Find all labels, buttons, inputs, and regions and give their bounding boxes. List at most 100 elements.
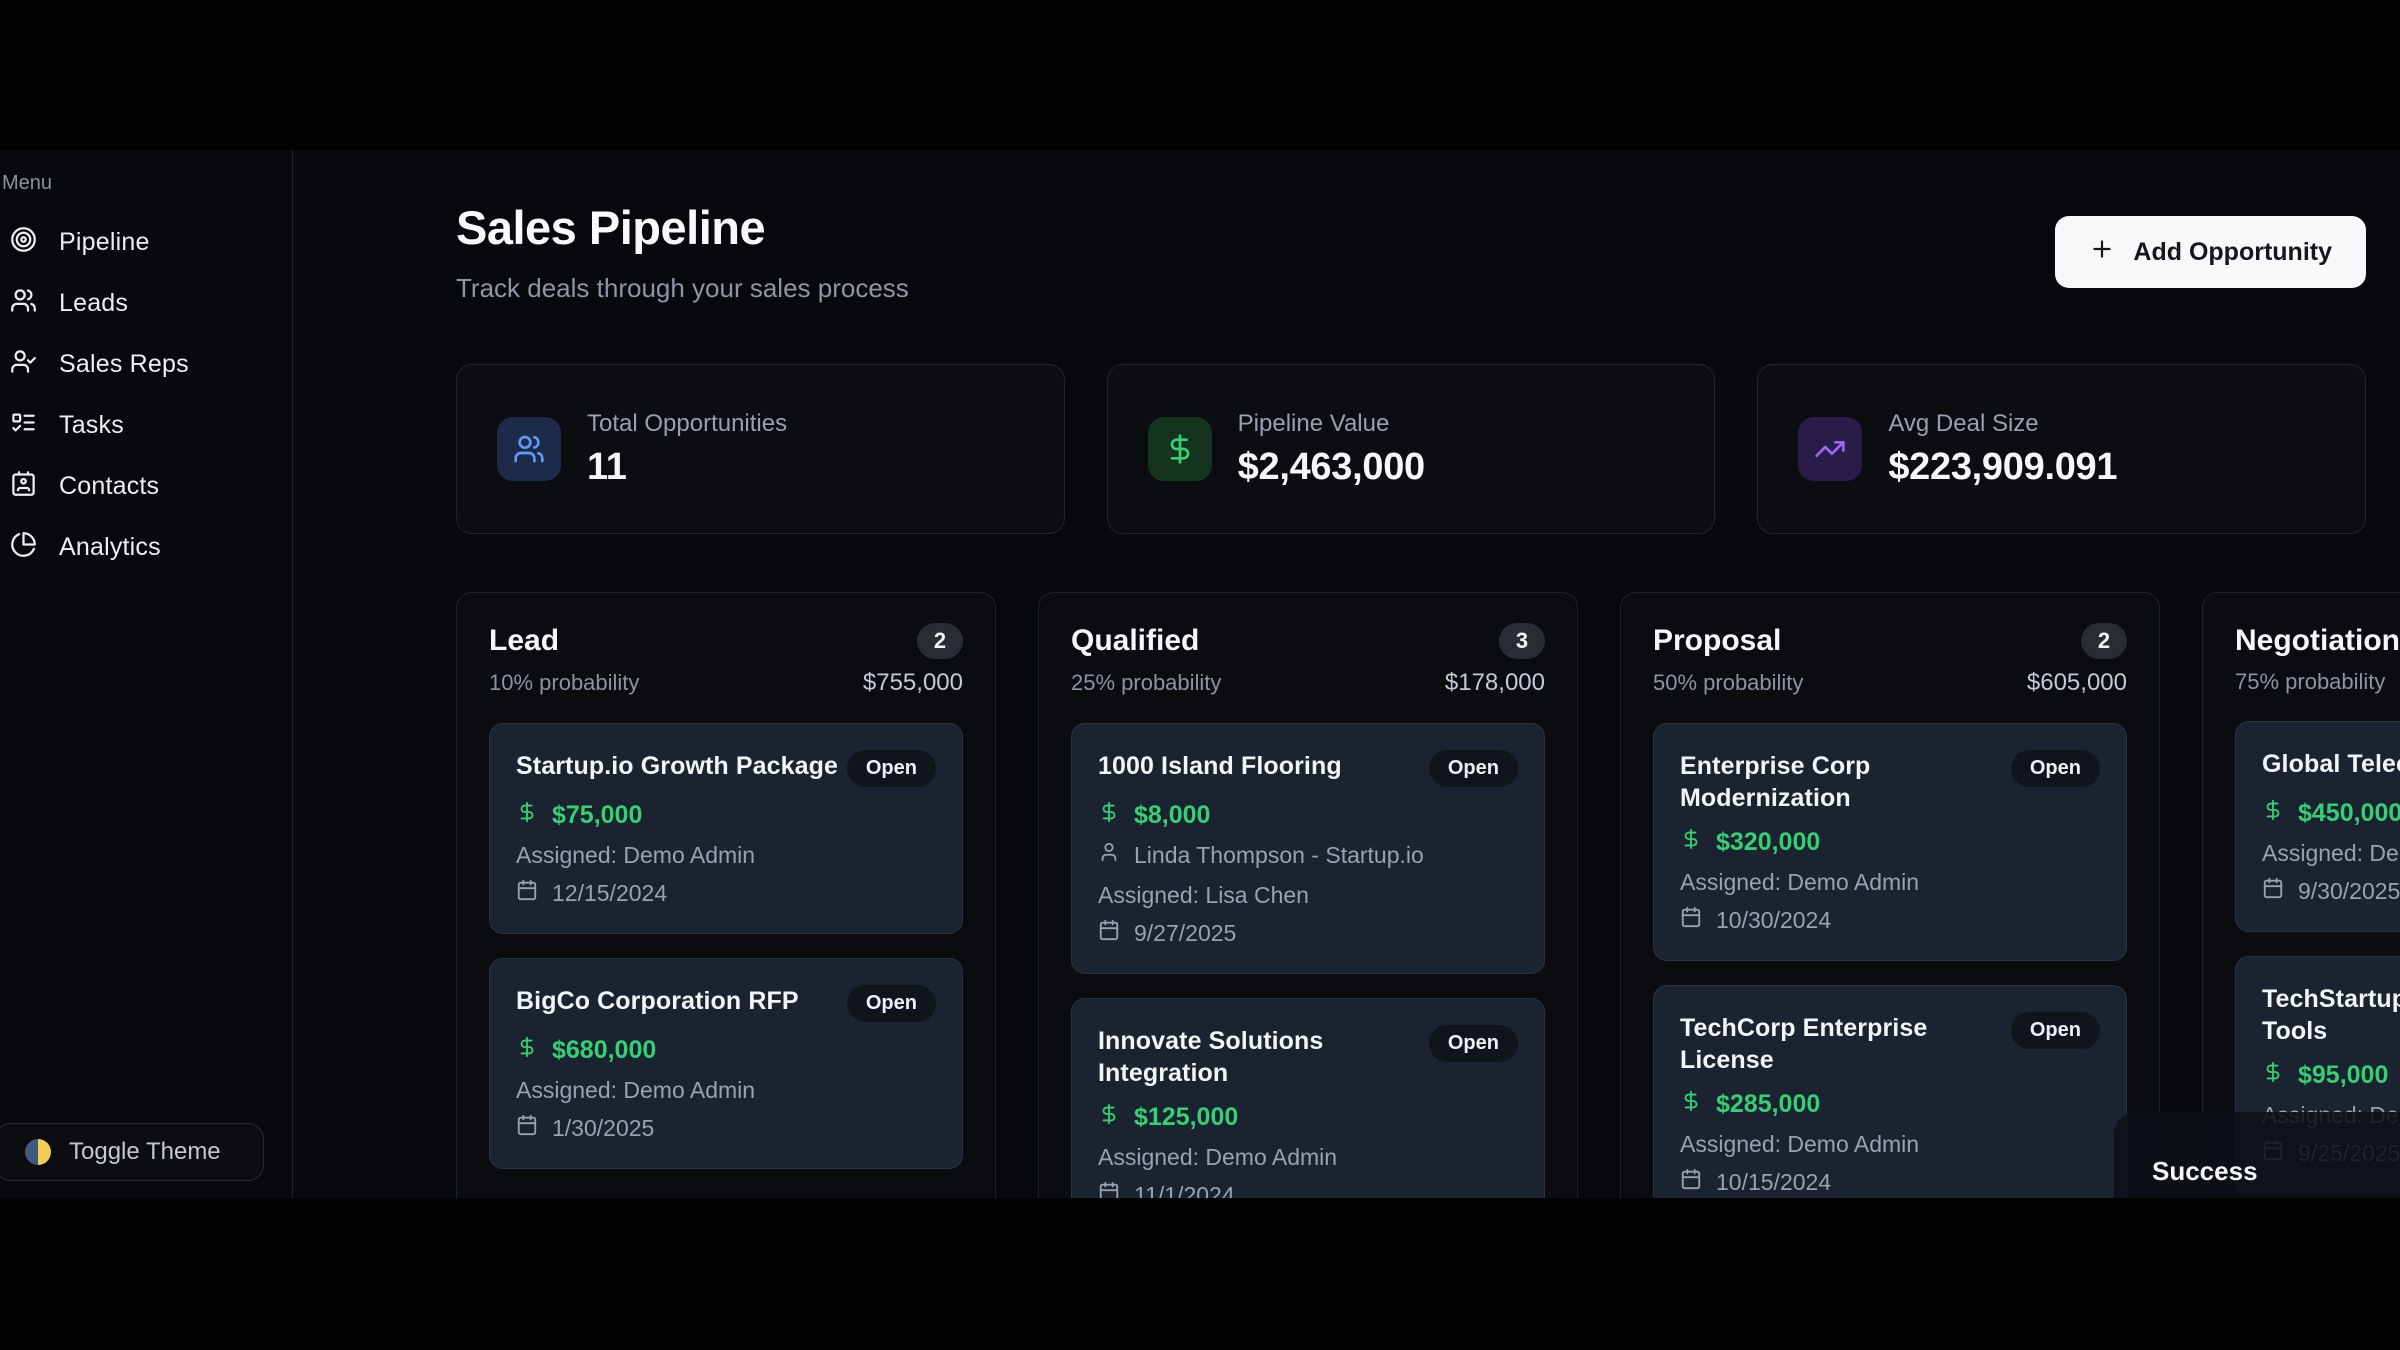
calendar-icon [2262, 877, 2284, 905]
sidebar: Menu Pipeline Leads [0, 150, 293, 1198]
opportunity-card[interactable]: Enterprise Corp Modernization Open $320,… [1653, 723, 2127, 961]
stats-row: Total Opportunities 11 Pipeline Value $2… [456, 364, 2367, 534]
status-badge: Open [1428, 750, 1518, 787]
column-negotiation: Negotiation 75% probability Global Telec… [2202, 592, 2400, 1198]
status-badge: Open [846, 985, 936, 1022]
sidebar-item-label: Analytics [59, 532, 161, 561]
sidebar-item-label: Sales Reps [59, 349, 189, 378]
sidebar-menu-label: Menu [2, 172, 53, 194]
card-assigned: Assigned: Demo Admin [1680, 869, 1920, 895]
stat-value: 11 [587, 445, 627, 488]
page-subtitle: Track deals through your sales process [456, 273, 909, 303]
column-proposal: Proposal 2 50% probability $605,000 Ente… [1620, 592, 2160, 1198]
stat-total-opportunities: Total Opportunities 11 [456, 364, 1065, 534]
dollar-icon [516, 801, 538, 829]
card-date: 10/30/2024 [1716, 907, 1832, 933]
card-date: 11/1/2024 [1134, 1182, 1235, 1198]
user-icon [1098, 841, 1120, 869]
sidebar-item-sales-reps[interactable]: Sales Reps [6, 339, 284, 389]
status-badge: Open [2010, 1012, 2100, 1049]
card-date: 12/15/2024 [552, 880, 668, 906]
card-value: $95,000 [2298, 1061, 2389, 1089]
sidebar-item-analytics[interactable]: Analytics [6, 522, 284, 572]
stat-label: Pipeline Value [1237, 409, 1390, 437]
add-opportunity-button[interactable]: Add Opportunity [2055, 216, 2366, 288]
column-title: Negotiation [2235, 624, 2400, 657]
opportunity-card[interactable]: Startup.io Growth Package Open $75,000 A… [489, 723, 963, 934]
add-opportunity-label: Add Opportunity [2133, 237, 2332, 266]
app-window: Menu Pipeline Leads [0, 150, 2400, 1198]
column-lead: Lead 2 10% probability $755,000 Startup.… [456, 592, 996, 1198]
calendar-icon [516, 1114, 538, 1142]
success-toast[interactable]: Success [2114, 1112, 2400, 1198]
card-date: 10/15/2024 [1716, 1169, 1832, 1195]
column-title: Lead [489, 624, 560, 657]
opportunity-card[interactable]: Innovate Solutions Integration Open $125… [1071, 998, 1545, 1198]
calendar-icon [516, 879, 538, 907]
toggle-theme-button[interactable]: Toggle Theme [0, 1123, 264, 1181]
dollar-icon [1680, 1090, 1702, 1118]
toggle-theme-label: Toggle Theme [69, 1138, 221, 1165]
card-value: $75,000 [552, 801, 643, 829]
opportunity-card[interactable]: BigCo Corporation RFP Open $680,000 Assi… [489, 958, 963, 1169]
column-probability: 10% probability [489, 670, 640, 695]
sidebar-item-leads[interactable]: Leads [6, 278, 284, 328]
card-title: 1000 Island Flooring [1098, 752, 1342, 780]
sidebar-item-label: Tasks [59, 410, 124, 439]
opportunity-card[interactable]: TechCorp Enterprise License Open $285,00… [1653, 985, 2127, 1198]
card-value: $450,000 [2298, 799, 2400, 827]
column-title: Qualified [1071, 624, 1200, 657]
card-date: 1/30/2025 [552, 1115, 655, 1141]
calendar-icon [1098, 1181, 1120, 1198]
page-title: Sales Pipeline [456, 201, 766, 254]
card-title: TechCorp Enterprise License [1680, 1014, 1928, 1074]
list-todo-icon [10, 409, 37, 441]
opportunity-card[interactable]: Global Telecom Open $450,000 Assigned: D… [2235, 721, 2400, 932]
sidebar-item-tasks[interactable]: Tasks [6, 400, 284, 450]
dollar-icon [1098, 1103, 1120, 1131]
card-title: Innovate Solutions Integration [1098, 1027, 1324, 1087]
column-probability: 75% probability [2235, 669, 2386, 694]
column-total: $605,000 [2026, 669, 2127, 696]
stat-avg-deal-size: Avg Deal Size $223,909.091 [1757, 364, 2367, 534]
stat-pipeline-value: Pipeline Value $2,463,000 [1106, 364, 1716, 534]
card-contact: Linda Thompson - Startup.io [1134, 842, 1424, 868]
opportunity-card[interactable]: 1000 Island Flooring Open $8,000 Linda T… [1071, 723, 1545, 974]
status-badge: Open [846, 750, 936, 787]
dollar-icon [1680, 828, 1702, 856]
sidebar-item-label: Pipeline [59, 227, 150, 256]
sidebar-item-label: Leads [59, 288, 129, 317]
users-icon [10, 287, 37, 319]
pie-chart-icon [10, 531, 37, 563]
moon-icon [25, 1139, 51, 1165]
column-title: Proposal [1653, 624, 1782, 657]
pipeline-board: Lead 2 10% probability $755,000 Startup.… [456, 592, 2400, 1198]
card-value: $125,000 [1134, 1103, 1239, 1131]
card-value: $285,000 [1716, 1090, 1821, 1118]
contact-card-icon [10, 470, 37, 502]
card-title: BigCo Corporation RFP [516, 987, 799, 1015]
calendar-icon [1680, 906, 1702, 934]
toast-title: Success [2152, 1156, 2258, 1186]
column-probability: 50% probability [1653, 670, 1804, 695]
dollar-icon [516, 1036, 538, 1064]
page-header: Sales Pipeline Track deals through your … [456, 200, 2366, 304]
sidebar-item-pipeline[interactable]: Pipeline [6, 217, 284, 267]
main-content: Sales Pipeline Track deals through your … [294, 150, 2400, 1198]
stat-value: $2,463,000 [1237, 445, 1425, 488]
card-date: 9/30/2025 [2298, 878, 2400, 904]
sidebar-item-label: Contacts [59, 471, 160, 500]
status-badge: Open [2010, 750, 2100, 787]
card-title: Startup.io Growth Package [516, 752, 839, 780]
column-qualified: Qualified 3 25% probability $178,000 100… [1038, 592, 1578, 1198]
column-total: $178,000 [1444, 669, 1545, 696]
user-check-icon [10, 348, 37, 380]
card-value: $320,000 [1716, 828, 1821, 856]
card-date: 9/27/2025 [1134, 920, 1237, 946]
dollar-icon [1147, 417, 1212, 481]
card-assigned: Assigned: Demo Admin [516, 842, 756, 868]
sidebar-item-contacts[interactable]: Contacts [6, 461, 284, 511]
dollar-icon [2262, 799, 2284, 827]
card-value: $8,000 [1134, 801, 1211, 829]
